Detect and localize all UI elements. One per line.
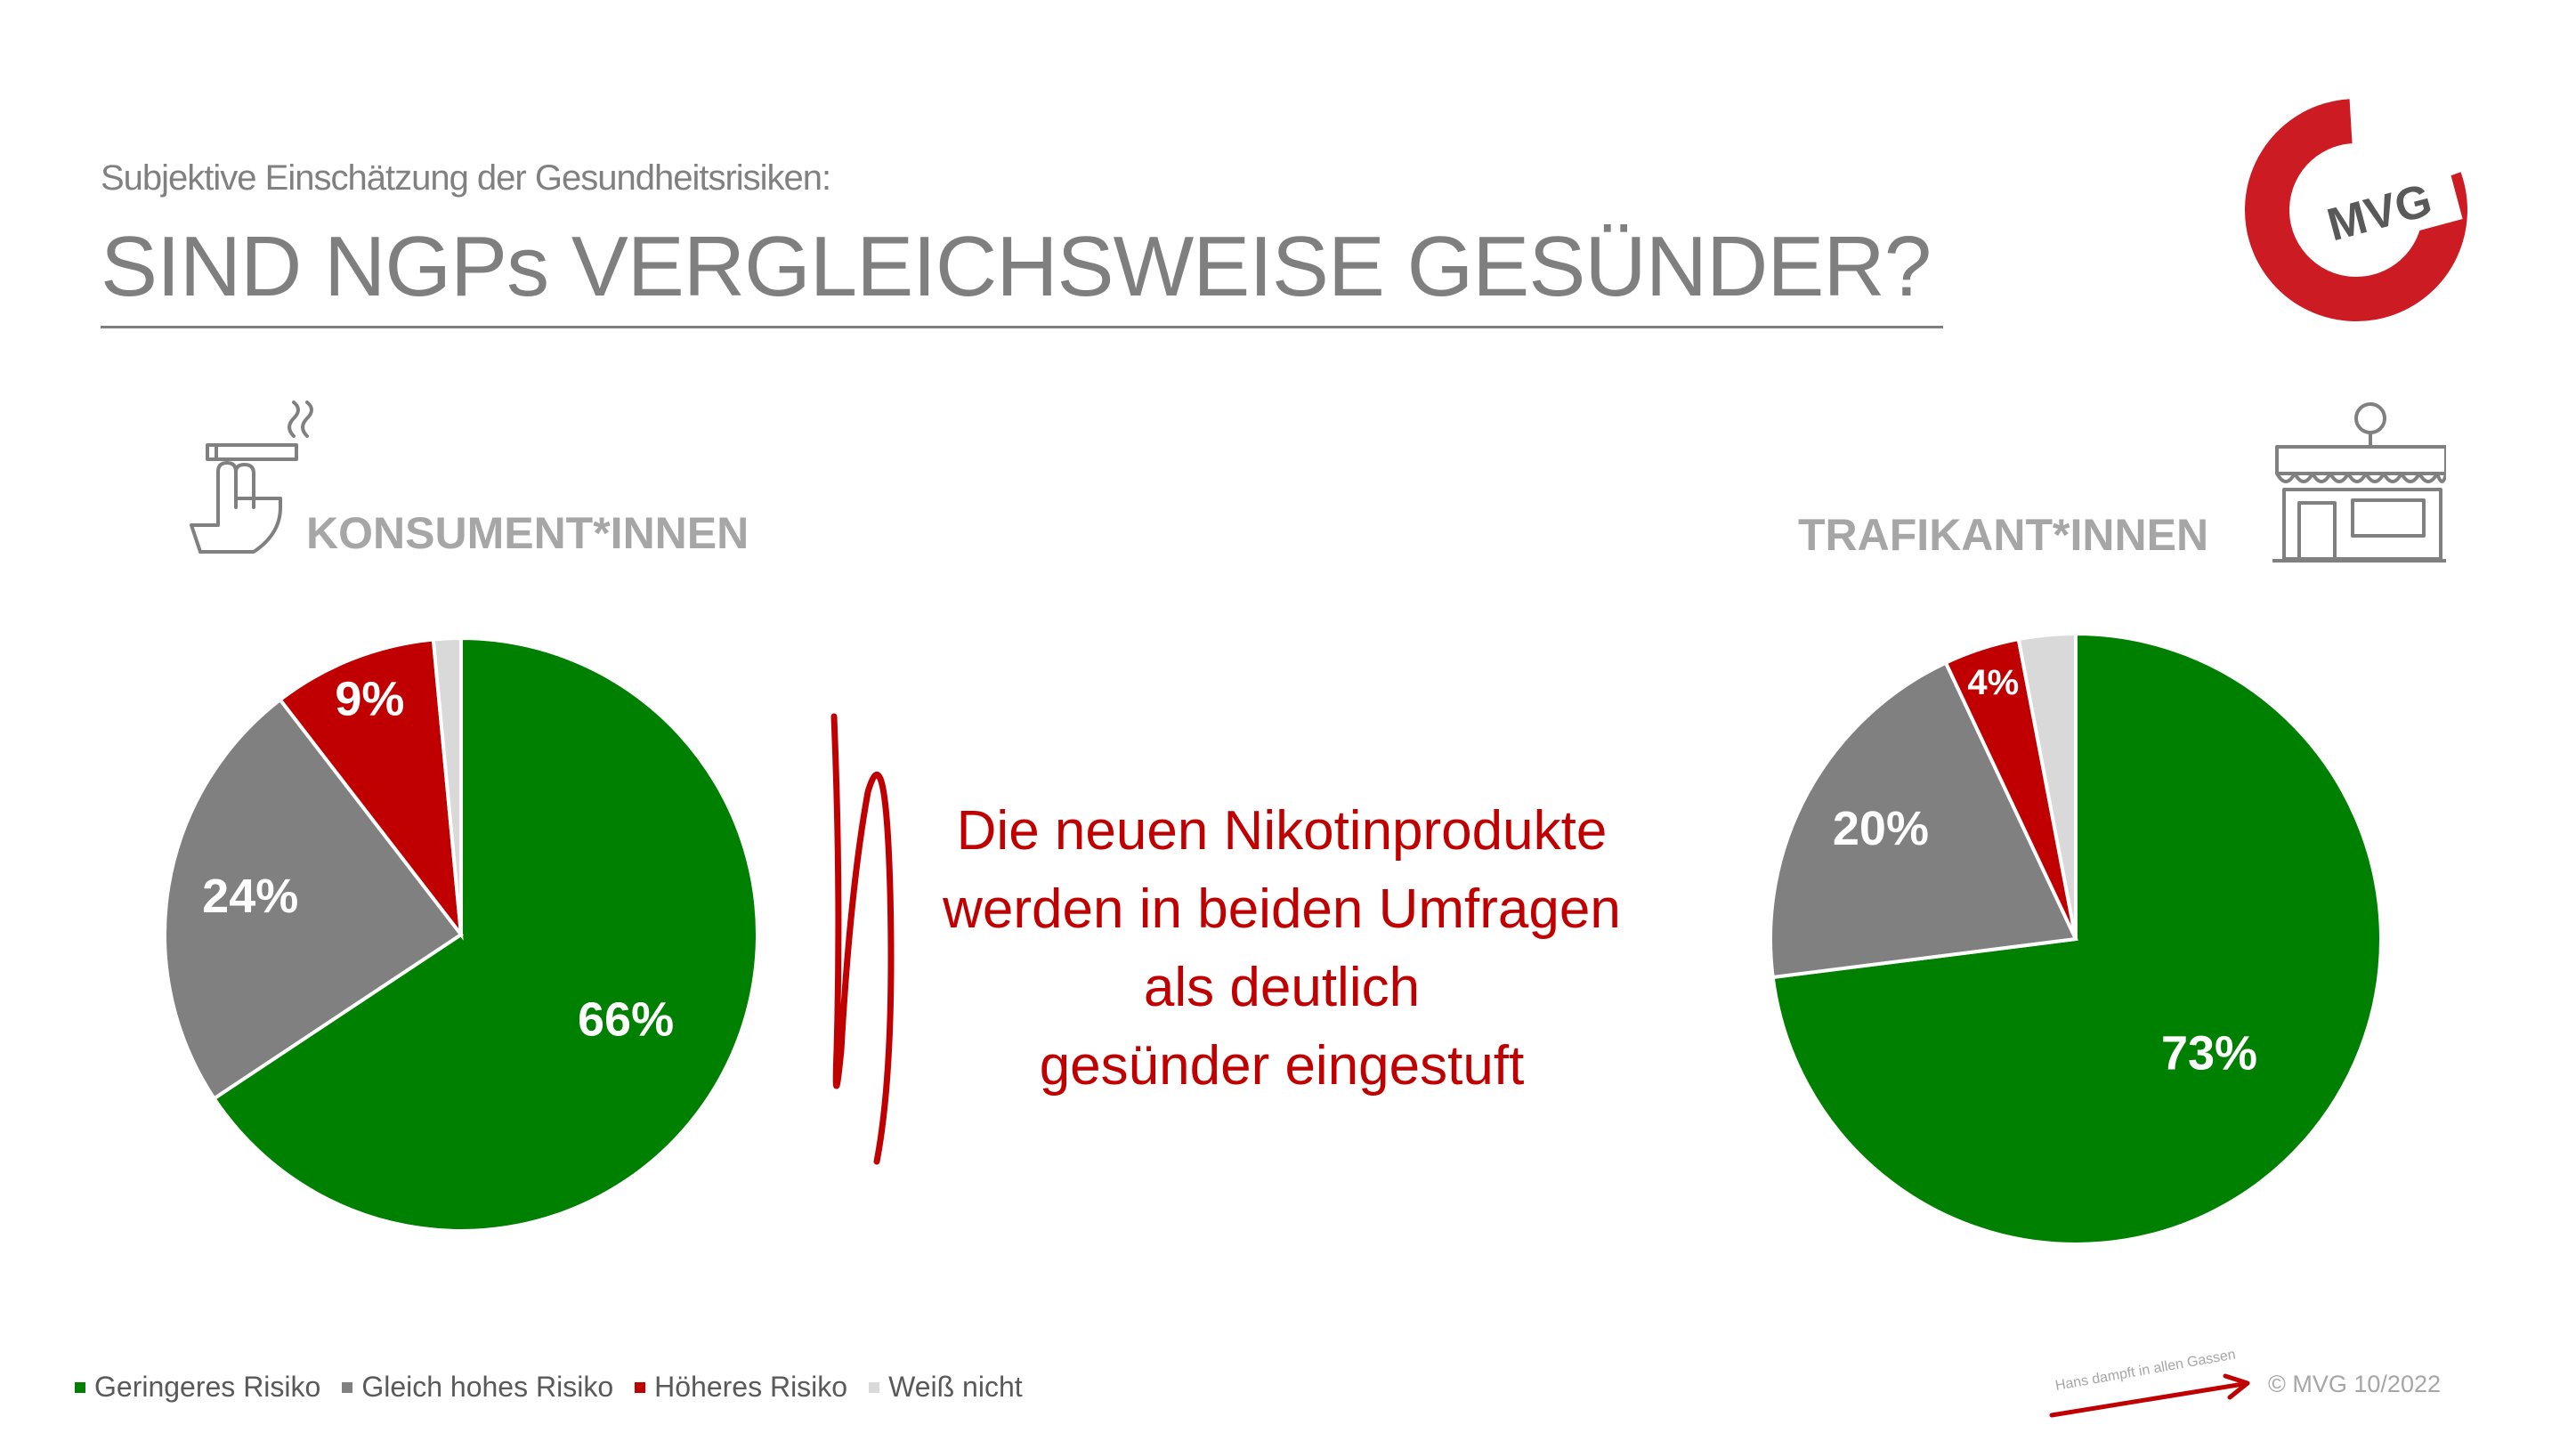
slogan-text: Hans dampft in allen Gassen	[2054, 1348, 2237, 1394]
kiosk-shop-icon	[2268, 392, 2448, 574]
pie-data-label: 20%	[1833, 802, 1929, 855]
pie-data-label: 9%	[335, 673, 404, 726]
title-underline	[101, 326, 1943, 328]
hand-cigarette-icon	[182, 401, 316, 565]
slide-subtitle: Subjektive Einschätzung der Gesundheitsr…	[101, 158, 831, 198]
chart-legend: Geringeres Risiko Gleich hohes Risiko Hö…	[75, 1371, 1044, 1404]
key-message-line: gesünder eingestuft	[1039, 1035, 1525, 1097]
legend-label: Geringeres Risiko	[94, 1371, 321, 1403]
key-message: Die neuen Nikotinprodukte werden in beid…	[846, 792, 1718, 1105]
pie-slice	[277, 637, 464, 941]
pie-slice	[163, 697, 464, 1101]
key-message-line: Die neuen Nikotinprodukte	[956, 800, 1608, 862]
key-message-line: werden in beiden Umfragen	[943, 878, 1621, 940]
legend-label: Gleich hohes Risiko	[361, 1371, 614, 1403]
pie-chart-retailers: 73% 20% 4%	[1767, 631, 2390, 1259]
group-label-retailers: TRAFIKANT*INNEN	[1798, 510, 2209, 560]
pie-data-label: 66%	[578, 993, 674, 1047]
pie-data-label: 24%	[202, 870, 298, 923]
pie-slice	[211, 635, 759, 1233]
slide-title: SIND NGPs VERGLEICHSWEISE GESÜNDER?	[101, 219, 1932, 314]
red-scribble-mark	[814, 712, 903, 1179]
copyright-note: © MVG 10/2022	[2268, 1371, 2441, 1397]
legend-item: Gleich hohes Risiko	[342, 1371, 613, 1404]
pie-data-label: 73%	[2161, 1027, 2257, 1081]
legend-label: Weiß nicht	[888, 1371, 1023, 1403]
legend-item: Höheres Risiko	[635, 1371, 847, 1404]
legend-swatch	[342, 1381, 353, 1393]
pie-slice	[1769, 660, 2078, 980]
slogan-with-arrow: Hans dampft in allen Gassen	[2047, 1344, 2261, 1429]
key-message-line: als deutlich	[1143, 957, 1421, 1018]
pie-slice	[431, 635, 463, 935]
mvg-logo: MVG	[2245, 99, 2467, 326]
legend-item: Geringeres Risiko	[75, 1371, 320, 1404]
legend-swatch	[75, 1381, 85, 1393]
legend-swatch	[635, 1381, 646, 1393]
legend-label: Höheres Risiko	[654, 1371, 848, 1403]
pie-chart-consumers: 66% 24% 9%	[160, 623, 783, 1251]
legend-item: Weiß nicht	[869, 1371, 1023, 1404]
pie-data-label: 4%	[1967, 663, 2019, 702]
legend-swatch	[869, 1381, 880, 1393]
group-label-consumers: KONSUMENT*INNEN	[306, 508, 749, 558]
pie-slice	[2016, 631, 2078, 940]
